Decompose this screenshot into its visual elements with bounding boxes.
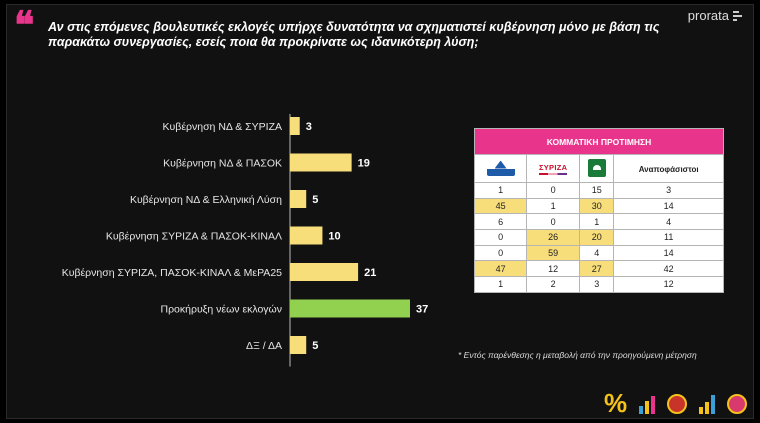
party-table-header: ΚΟΜΜΑΤΙΚΗ ΠΡΟΤΙΜΗΣΗ — [474, 128, 724, 155]
table-cell: 14 — [613, 244, 724, 262]
table-cell: 12 — [526, 260, 581, 278]
footnote: * Εντός παρένθεσης η μεταβολή από την πρ… — [458, 350, 697, 360]
table-cell: 1 — [526, 197, 581, 215]
undecided-column-head: Αναποφάσιστοι — [613, 154, 724, 183]
table-cell: 42 — [613, 260, 724, 278]
syriza-column-head: ΣΥΡΙΖΑ — [526, 154, 581, 183]
table-row: 45 1 30 14 — [473, 197, 724, 215]
question-text: Αν στις επόμενες βουλευτικές εκλογές υπή… — [48, 20, 660, 49]
table-cell: 14 — [613, 197, 724, 215]
table-cell: 59 — [526, 244, 581, 262]
category-label: Κυβέρνηση ΝΔ & ΠΑΣΟΚ — [163, 158, 282, 170]
category-label: Κυβέρνηση ΣΥΡΙΖΑ, ΠΑΣΟΚ-ΚΙΝΑΛ & ΜεΡΑ25 — [62, 267, 282, 279]
data-label: 21 — [364, 267, 376, 279]
nd-column-head — [473, 154, 528, 183]
table-cell: 11 — [613, 229, 724, 246]
pasok-column-head — [579, 154, 615, 183]
category-label: ΔΞ / ΔΑ — [246, 340, 282, 352]
table-cell: 4 — [613, 213, 724, 231]
party-logos-row: ΣΥΡΙΖΑ Αναποφάσιστοι — [473, 154, 724, 183]
party-circle-icon — [667, 394, 688, 414]
bar — [290, 226, 323, 245]
brand-bars-icon — [733, 10, 742, 21]
quote-mark-icon: ❝ — [14, 2, 35, 47]
data-label: 37 — [416, 304, 428, 316]
table-cell: 45 — [473, 197, 528, 215]
bar — [290, 153, 352, 172]
table-cell: 2 — [526, 276, 581, 293]
category-label: Κυβέρνηση ΝΔ & Ελληνική Λύση — [130, 194, 282, 206]
nd-logo-icon — [486, 159, 515, 176]
table-row: 1 0 15 3 — [473, 182, 724, 199]
table-cell: 3 — [579, 276, 615, 293]
party-table-title: ΚΟΜΜΑΤΙΚΗ ΠΡΟΤΙΜΗΣΗ — [474, 128, 724, 155]
table-cell: 1 — [473, 182, 528, 199]
table-cell: 12 — [613, 276, 724, 293]
table-row: 0 59 4 14 — [473, 244, 724, 262]
table-cell: 30 — [579, 197, 615, 215]
brand-name: prorata — [687, 8, 729, 23]
table-cell: 27 — [579, 260, 615, 278]
data-label: 5 — [312, 194, 318, 206]
syriza-logo-icon: ΣΥΡΙΖΑ — [527, 163, 579, 175]
table-cell: 0 — [473, 244, 528, 262]
table-cell: 47 — [473, 260, 528, 278]
category-label: Κυβέρνηση ΣΥΡΙΖΑ & ΠΑΣΟΚ-ΚΙΝΑΛ — [106, 231, 282, 243]
table-cell: 0 — [526, 213, 581, 231]
table-cell: 26 — [526, 229, 581, 246]
table-cell: 0 — [526, 182, 581, 199]
bar — [290, 336, 307, 354]
category-label: Κυβέρνηση ΝΔ & ΣΥΡΙΖΑ — [163, 121, 282, 133]
category-label: Προκήρυξη νέων εκλογών — [160, 304, 282, 316]
table-cell: 4 — [579, 244, 615, 262]
data-label: 3 — [306, 121, 312, 133]
table-cell: 1 — [473, 276, 528, 293]
table-cell: 1 — [579, 213, 615, 231]
bar-chart-icon — [639, 394, 656, 414]
table-row: 0 26 20 11 — [473, 229, 724, 246]
table-cell: 3 — [613, 182, 724, 199]
data-label: 19 — [358, 158, 370, 170]
table-row: 1 2 3 12 — [473, 276, 724, 293]
pasok-logo-icon — [587, 158, 606, 177]
bar — [290, 190, 307, 208]
bar — [290, 117, 300, 135]
home-icon — [727, 394, 748, 414]
party-preference-table: ΚΟΜΜΑΤΙΚΗ ΠΡΟΤΙΜΗΣΗ ΣΥΡΙΖΑ Αναποφάσιστοι… — [473, 128, 724, 293]
table-cell: 6 — [473, 213, 528, 231]
table-cell: 15 — [579, 182, 615, 199]
data-label: 10 — [328, 231, 340, 243]
percent-icon: % — [604, 388, 628, 418]
table-cell: 20 — [579, 229, 615, 246]
bar — [290, 263, 359, 281]
footer-icons: % — [604, 388, 748, 418]
brand-logo: prorata — [688, 8, 742, 23]
bar — [290, 299, 410, 318]
data-label: 5 — [312, 340, 318, 352]
trend-icon — [699, 394, 716, 414]
table-row: 47 12 27 42 — [473, 260, 724, 278]
table-cell: 0 — [473, 229, 528, 246]
